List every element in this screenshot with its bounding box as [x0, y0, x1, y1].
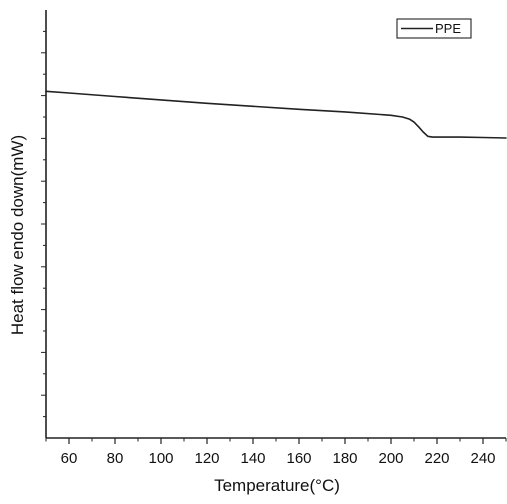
x-tick-label: 140 [240, 450, 265, 467]
x-tick-label: 160 [286, 450, 311, 467]
x-tick-label: 240 [470, 450, 495, 467]
series-line-ppe [45, 90, 507, 139]
ticks-layer: 60 80 100 120 140 160 180 200 220 240 [41, 30, 507, 467]
x-tick-label: 60 [61, 450, 78, 467]
axes-layer [45, 10, 506, 439]
legend-label: PPE [435, 21, 461, 36]
y-axis-label: Heat flow endo down(mW) [8, 135, 27, 335]
x-tick-label: 180 [332, 450, 357, 467]
legend-box [396, 18, 472, 39]
x-tick-label: 80 [107, 450, 124, 467]
x-tick-label: 220 [424, 450, 449, 467]
x-tick-label: 120 [194, 450, 219, 467]
series-layer [45, 90, 507, 139]
x-tick-label: 200 [378, 450, 403, 467]
x-axis-label: Temperature(°C) [214, 476, 340, 495]
legend: PPE [396, 18, 472, 39]
x-tick-label: 100 [148, 450, 173, 467]
